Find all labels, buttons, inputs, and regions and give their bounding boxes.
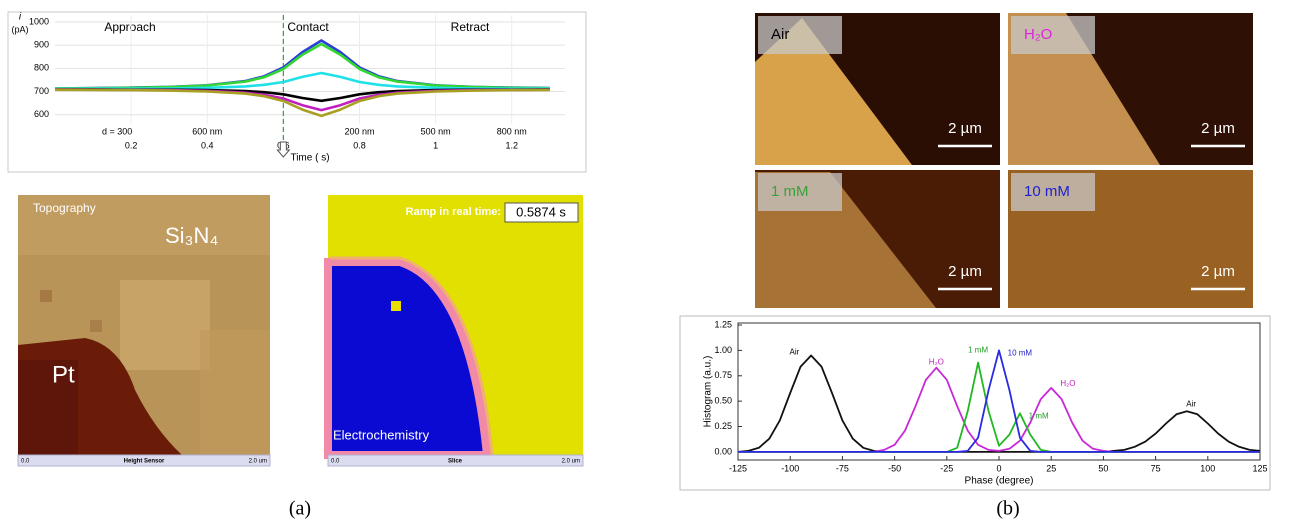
scale-name: Height Sensor bbox=[124, 459, 165, 465]
scale-end: 2.0 um bbox=[249, 459, 267, 465]
x-tick-label: 0.8 bbox=[353, 140, 366, 150]
distance-label: 200 nm bbox=[344, 126, 374, 136]
page: i (pA) Approach Contact Retract Topograp… bbox=[0, 0, 1289, 525]
x-tick-label: -100 bbox=[781, 463, 799, 473]
distance-label: 500 nm bbox=[421, 126, 451, 136]
y-tick-label: 0.25 bbox=[714, 421, 732, 431]
scale-label: 2 µm bbox=[948, 263, 982, 280]
y-tick-label: 800 bbox=[34, 63, 49, 73]
x-tick-label: 0.4 bbox=[201, 140, 214, 150]
chart-frame bbox=[680, 316, 1270, 490]
annotation: 1 mM bbox=[1029, 411, 1049, 420]
y-tick-label: 0.75 bbox=[714, 370, 732, 380]
x-tick-label: 50 bbox=[1098, 463, 1108, 473]
ramp-label: Ramp in real time: bbox=[406, 206, 501, 218]
x-tick-label: 1 bbox=[433, 140, 438, 150]
image-label: 1 mM bbox=[771, 183, 809, 200]
y-tick-label: 600 bbox=[34, 109, 49, 119]
y-tick-label: 700 bbox=[34, 86, 49, 96]
scale-label: 2 µm bbox=[948, 120, 982, 137]
region-label: Si₃N₄ bbox=[165, 223, 218, 248]
x-tick-label: 125 bbox=[1252, 463, 1267, 473]
x-tick-label: 100 bbox=[1200, 463, 1215, 473]
panel-title: Topography bbox=[33, 201, 96, 215]
x-tick-label: 0.2 bbox=[125, 140, 138, 150]
x-label: Phase (degree) bbox=[965, 476, 1034, 487]
scale-label: 2 µm bbox=[1201, 120, 1235, 137]
annotation: 1 mM bbox=[968, 346, 988, 355]
ramp-value: 0.5874 s bbox=[516, 204, 566, 219]
y-tick-label: 0.50 bbox=[714, 396, 732, 406]
x-tick-label: -50 bbox=[888, 463, 901, 473]
y-tick-label: 1.00 bbox=[714, 345, 732, 355]
scale-end: 2.0 um bbox=[562, 459, 580, 465]
annotation: H₂O bbox=[929, 358, 944, 367]
caption: (a) bbox=[289, 498, 311, 520]
distance-label: 800 nm bbox=[497, 126, 527, 136]
y-tick-label: 1.25 bbox=[714, 319, 732, 329]
x-tick-label: 0 bbox=[996, 463, 1001, 473]
caption: (b) bbox=[996, 498, 1019, 520]
x-tick-label: 25 bbox=[1046, 463, 1056, 473]
panel-title: Electrochemistry bbox=[333, 427, 430, 442]
x-tick-label: -125 bbox=[729, 463, 747, 473]
x-label: Time ( s) bbox=[290, 153, 329, 164]
y-tick-label: 900 bbox=[34, 40, 49, 50]
electrochemistry-image bbox=[328, 195, 583, 466]
scale-start: 0.0 bbox=[331, 459, 340, 465]
scale-name: Slice bbox=[448, 459, 463, 465]
x-tick-label: 1.2 bbox=[505, 140, 518, 150]
x-tick-label: -25 bbox=[940, 463, 953, 473]
figure: i (pA) Approach Contact Retract Topograp… bbox=[0, 0, 1289, 525]
distance-label: 600 nm bbox=[192, 126, 222, 136]
y-unit: (pA) bbox=[11, 24, 28, 34]
topography-image bbox=[18, 195, 270, 466]
annotation: 10 mM bbox=[1008, 349, 1033, 358]
x-tick-label: -75 bbox=[836, 463, 849, 473]
distance-label: d = 300 bbox=[102, 126, 132, 136]
y-tick-label: 0.00 bbox=[714, 446, 732, 456]
annotation: H₂O bbox=[1060, 379, 1075, 388]
region-label: Pt bbox=[52, 361, 75, 388]
image-label: 10 mM bbox=[1024, 183, 1070, 200]
image-label: Air bbox=[771, 26, 789, 43]
annotation: Air bbox=[1186, 399, 1196, 408]
scale-start: 0.0 bbox=[21, 459, 30, 465]
y-tick-label: 1000 bbox=[29, 16, 49, 26]
image-label: H₂O bbox=[1024, 26, 1052, 43]
annotation: Air bbox=[789, 348, 799, 357]
scale-label: 2 µm bbox=[1201, 263, 1235, 280]
y-label: Histogram (a.u.) bbox=[703, 356, 714, 428]
x-tick-label: 75 bbox=[1151, 463, 1161, 473]
